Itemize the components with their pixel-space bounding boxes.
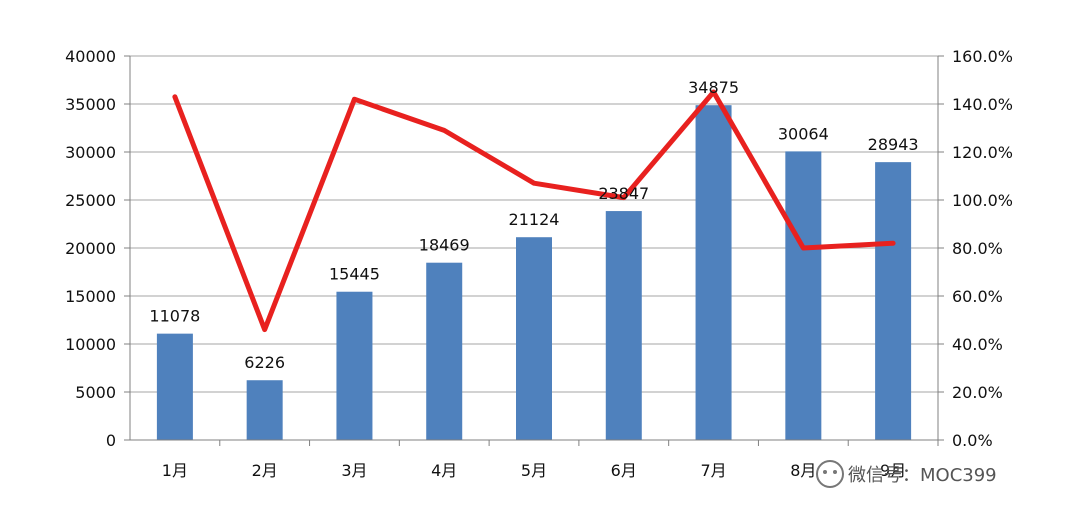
right-tick-label: 40.0% bbox=[952, 335, 1003, 354]
right-tick-label: 20.0% bbox=[952, 383, 1003, 402]
bar-data-label: 28943 bbox=[868, 135, 919, 154]
bar bbox=[695, 105, 732, 440]
x-tick-label: 7月 bbox=[700, 461, 726, 480]
bar bbox=[336, 291, 373, 440]
axes: 0 5000 10000 15000 20000 25000 30000 35000 40000… bbox=[65, 47, 1013, 480]
x-tick-label: 2月 bbox=[252, 461, 278, 480]
left-tick-label: 25000 bbox=[65, 191, 116, 210]
bar bbox=[516, 237, 552, 440]
wechat-logo-icon-inner bbox=[823, 470, 827, 474]
left-tick-label: 30000 bbox=[65, 143, 116, 162]
wechat-logo-icon bbox=[816, 460, 844, 488]
right-tick-label: 100.0% bbox=[952, 191, 1013, 210]
x-tick-label: 4月 bbox=[431, 461, 457, 480]
right-tick-label: 120.0% bbox=[952, 143, 1013, 162]
data-labels: 11078 6226 15445 18469 21124 23847 34875 30064 2… bbox=[149, 78, 918, 372]
x-tick-label: 3月 bbox=[341, 461, 367, 480]
left-tick-label: 20000 bbox=[65, 239, 116, 258]
bar bbox=[426, 262, 463, 440]
right-tick-label: 80.0% bbox=[952, 239, 1003, 258]
x-tick-label: 5月 bbox=[521, 461, 547, 480]
left-tick-label: 5000 bbox=[75, 383, 116, 402]
bar-data-label: 15445 bbox=[329, 265, 380, 284]
line-series bbox=[172, 89, 896, 333]
bar-data-label: 21124 bbox=[509, 210, 560, 229]
left-tick-label: 0 bbox=[106, 431, 116, 450]
left-tick-label: 40000 bbox=[65, 47, 116, 66]
ratio-line bbox=[172, 89, 896, 333]
x-tick-label: 9月 bbox=[880, 461, 906, 480]
left-tick-label: 15000 bbox=[65, 287, 116, 306]
bar bbox=[875, 162, 912, 440]
bar bbox=[156, 333, 193, 440]
left-tick-label: 10000 bbox=[65, 335, 116, 354]
x-tick-label: 6月 bbox=[611, 461, 637, 480]
bar bbox=[605, 211, 642, 440]
bar bbox=[246, 380, 283, 440]
x-tick-label: 1月 bbox=[162, 461, 188, 480]
right-tick-label: 60.0% bbox=[952, 287, 1003, 306]
bar-data-label: 18469 bbox=[419, 236, 470, 255]
watermark-text: 微信号：MOC399 bbox=[848, 465, 997, 486]
bar-data-label: 6226 bbox=[244, 353, 285, 372]
watermark: 微信号：MOC399 bbox=[816, 460, 997, 488]
bar bbox=[785, 151, 822, 440]
right-tick-label: 160.0% bbox=[952, 47, 1013, 66]
left-tick-label: 35000 bbox=[65, 95, 116, 114]
x-tick-label: 8月 bbox=[790, 461, 816, 480]
bar-data-label: 34875 bbox=[688, 78, 739, 97]
bar-series bbox=[156, 105, 912, 440]
right-tick-label: 0.0% bbox=[952, 431, 993, 450]
right-tick-label: 140.0% bbox=[952, 95, 1013, 114]
bar-data-label: 30064 bbox=[778, 124, 829, 143]
bar-data-label: 23847 bbox=[598, 184, 649, 203]
bar-data-label: 11078 bbox=[149, 307, 200, 326]
wechat-logo-icon-inner2 bbox=[833, 470, 837, 474]
